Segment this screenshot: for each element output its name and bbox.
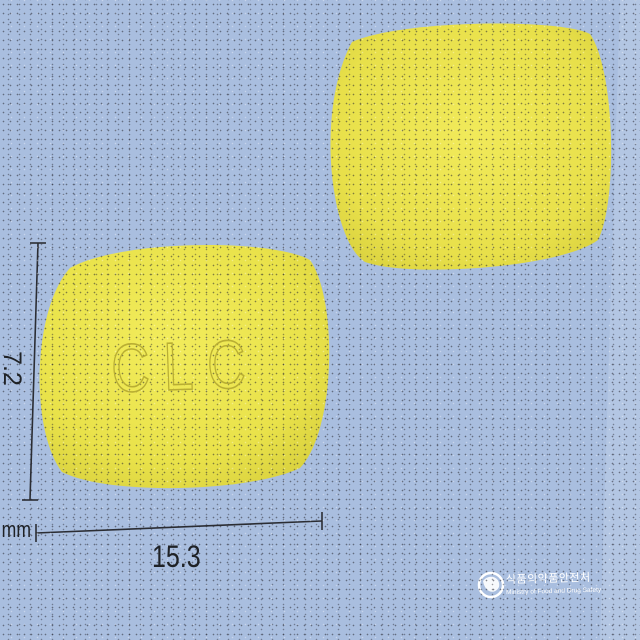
tablet-back [330,23,612,270]
width-dimension-line [35,512,323,542]
tablet-imprint-text: CLC [109,325,261,408]
watermark-logo: 식품의약품안전처 Ministry of Food and Drug Safet… [480,566,621,610]
width-value: 15.3 [152,539,201,575]
watermark-korean: 식품의약품안전처 [505,571,591,587]
watermark-english: Ministry of Food and Drug Safety [506,586,602,597]
height-value: 7.2 [0,351,26,386]
unit-label: mm [1,517,31,542]
